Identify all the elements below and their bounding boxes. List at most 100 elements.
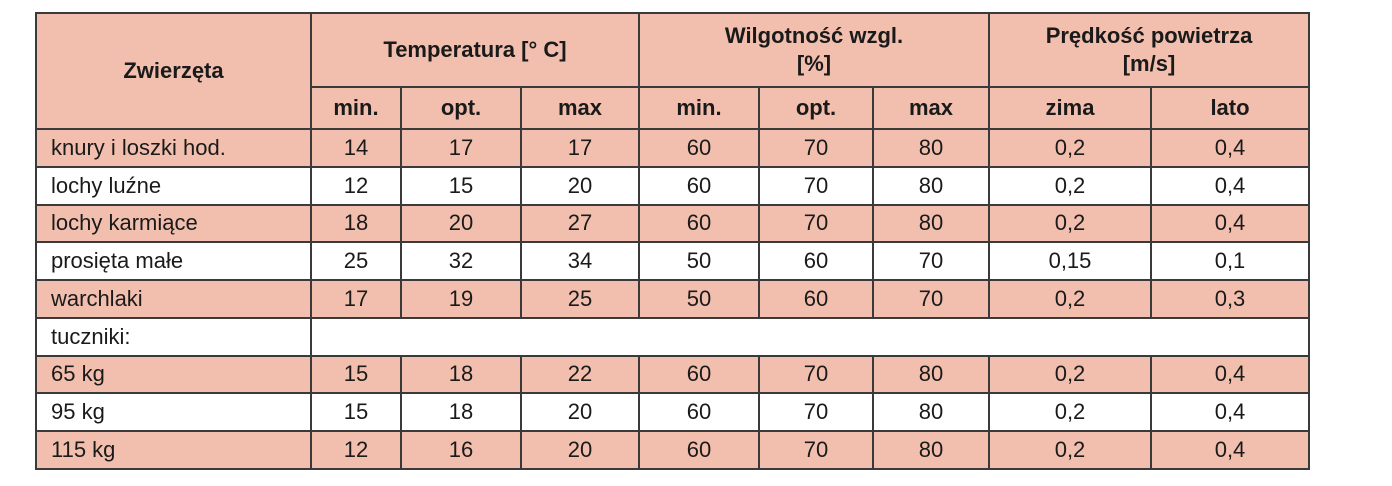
data-row: 65 kg 15 18 22 60 70 80 0,2 0,4 [35,354,1311,395]
cell: 60 [758,279,874,319]
data-row: warchlaki 17 19 25 50 60 70 0,2 0,3 [35,279,1311,319]
cell: 0,2 [988,354,1152,395]
header-line: Prędkość powietrza [1045,23,1253,48]
row-label: lochy luźne [35,165,312,206]
cell: 15 [310,392,402,433]
cell: 0,2 [988,392,1152,433]
cell: 20 [520,165,640,206]
cell: 12 [310,165,402,206]
cell: 0,2 [988,165,1152,206]
row-label: knury i loszki hod. [35,128,312,168]
cell: 0,1 [1149,241,1311,282]
group-header: Temperatura [° C] [310,12,640,88]
cell: 0,4 [1149,392,1311,433]
subheader-cell: opt. [758,86,874,130]
row-label: lochy karmiące [35,203,312,244]
cell: 0,3 [1149,279,1311,319]
cell: 25 [520,279,640,319]
header-line: Wilgotność wzgl. [724,23,904,48]
cell: 0,2 [988,279,1152,319]
subheader-cell: min. [310,86,402,130]
cell: 70 [758,354,874,395]
cell: 0,4 [1149,165,1311,206]
cell: 32 [400,241,522,282]
data-row: tuczniki: [35,316,1311,357]
cell: 14 [310,128,402,168]
group-header: Prędkość powietrza [m/s] [987,12,1311,88]
subheader-cell: min. [638,86,760,130]
cell: 16 [400,430,522,470]
row-label: 115 kg [35,430,312,470]
cell: 22 [520,354,640,395]
cell: 18 [400,392,522,433]
cell: 20 [520,430,640,470]
cell: 70 [758,430,874,470]
cell: 70 [758,203,874,244]
header-line: [%] [796,51,832,76]
subheader-cell: max [520,86,640,130]
cell: 80 [872,354,990,395]
cell: 17 [400,128,522,168]
header-row: Zwierzęta Temperatura [° C] Wilgotność wzg… [35,12,1311,130]
cell: 70 [758,392,874,433]
cell: 20 [400,203,522,244]
cell: 0,4 [1149,430,1311,470]
cell: 17 [520,128,640,168]
cell: 70 [758,128,874,168]
cell: 0,4 [1149,128,1311,168]
cell: 18 [310,203,402,244]
data-row: prosięta małe 25 32 34 50 60 70 0,15 0,1 [35,241,1311,282]
data-row: 115 kg 12 16 20 60 70 80 0,2 0,4 [35,430,1311,470]
cell: 60 [638,165,760,206]
header-line: [m/s] [1122,51,1176,76]
cell: 80 [872,165,990,206]
cell: 60 [638,430,760,470]
cell: 0,4 [1149,203,1311,244]
cell: 80 [872,430,990,470]
cell: 70 [758,165,874,206]
cell: 15 [310,354,402,395]
row-label: prosięta małe [35,241,312,282]
cell: 70 [872,279,990,319]
cell: 18 [400,354,522,395]
subheader-cell: opt. [400,86,522,130]
cell: 19 [400,279,522,319]
cell: 17 [310,279,402,319]
cell: 15 [400,165,522,206]
data-row: knury i loszki hod. 14 17 17 60 70 80 0,2 0,4 [35,128,1311,168]
cell: 60 [758,241,874,282]
row-label: tuczniki: [35,316,312,357]
data-row: lochy luźne 12 15 20 60 70 80 0,2 0,4 [35,165,1311,206]
cell: 0,15 [988,241,1152,282]
cell: 60 [638,203,760,244]
cell: 80 [872,203,990,244]
cell: 20 [520,392,640,433]
empty-cell [309,316,1311,357]
cell: 0,4 [1149,354,1311,395]
cell: 0,2 [988,430,1152,470]
cell: 60 [638,354,760,395]
cell: 80 [872,128,990,168]
group-header: Wilgotność wzgl. [%] [638,12,990,88]
header-line: Temperatura [° C] [383,37,567,62]
row-label: 65 kg [35,354,312,395]
cell: 80 [872,392,990,433]
data-row: lochy karmiące 18 20 27 60 70 80 0,2 0,4 [35,203,1311,244]
cell: 0,2 [988,128,1152,168]
subheader-cell: zima [988,86,1152,130]
cell: 60 [638,128,760,168]
cell: 34 [520,241,640,282]
climate-table: Zwierzęta Temperatura [° C] Wilgotność wzg… [35,12,1311,470]
cell: 50 [638,241,760,282]
header-cell: Zwierzęta [35,12,312,130]
subheader-row: min. opt. max min. opt. max zima lato [36,86,1311,130]
cell: 70 [872,241,990,282]
row-label: 95 kg [35,392,312,433]
subheader-cell: max [872,86,990,130]
row-label: warchlaki [35,279,312,319]
cell: 50 [638,279,760,319]
subheader-cell: lato [1149,86,1311,130]
cell: 0,2 [988,203,1152,244]
cell: 25 [310,241,402,282]
